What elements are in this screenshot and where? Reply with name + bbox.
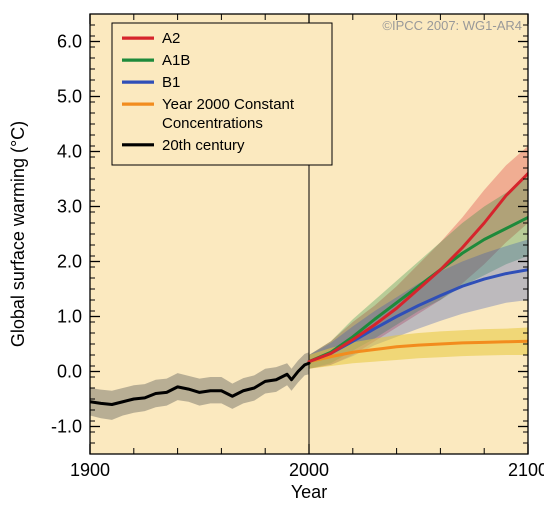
ytick-label: 1.0	[57, 307, 82, 327]
xtick-label: 2100	[508, 460, 544, 480]
ytick-label: -1.0	[51, 417, 82, 437]
chart-container: -1.0 0.0 1.0 2.0 3.0 4.0 5.0 6.0 1900 2000 2100 Yea…	[0, 0, 544, 519]
legend-label-a2: A2	[162, 30, 180, 47]
ytick-label: 4.0	[57, 142, 82, 162]
ytick-label: 3.0	[57, 197, 82, 217]
legend-label-a1b: A1B	[162, 52, 190, 69]
credit-text: ©IPCC 2007: WG1-AR4	[382, 18, 522, 33]
ytick-label: 0.0	[57, 362, 82, 382]
chart-svg: -1.0 0.0 1.0 2.0 3.0 4.0 5.0 6.0 1900 2000 2100 Yea…	[0, 0, 544, 519]
legend-label2-const2000: Concentrations	[162, 115, 263, 132]
ytick-label: 2.0	[57, 252, 82, 272]
y-axis-label: Global surface warming (°C)	[8, 121, 28, 347]
xtick-label: 1900	[70, 460, 110, 480]
legend-label-c20: 20th century	[162, 137, 245, 154]
ytick-label: 6.0	[57, 32, 82, 52]
legend-label-b1: B1	[162, 74, 180, 91]
xtick-label: 2000	[289, 460, 329, 480]
x-axis-label: Year	[291, 482, 327, 502]
ytick-label: 5.0	[57, 87, 82, 107]
legend-label-const2000: Year 2000 Constant	[162, 96, 295, 113]
